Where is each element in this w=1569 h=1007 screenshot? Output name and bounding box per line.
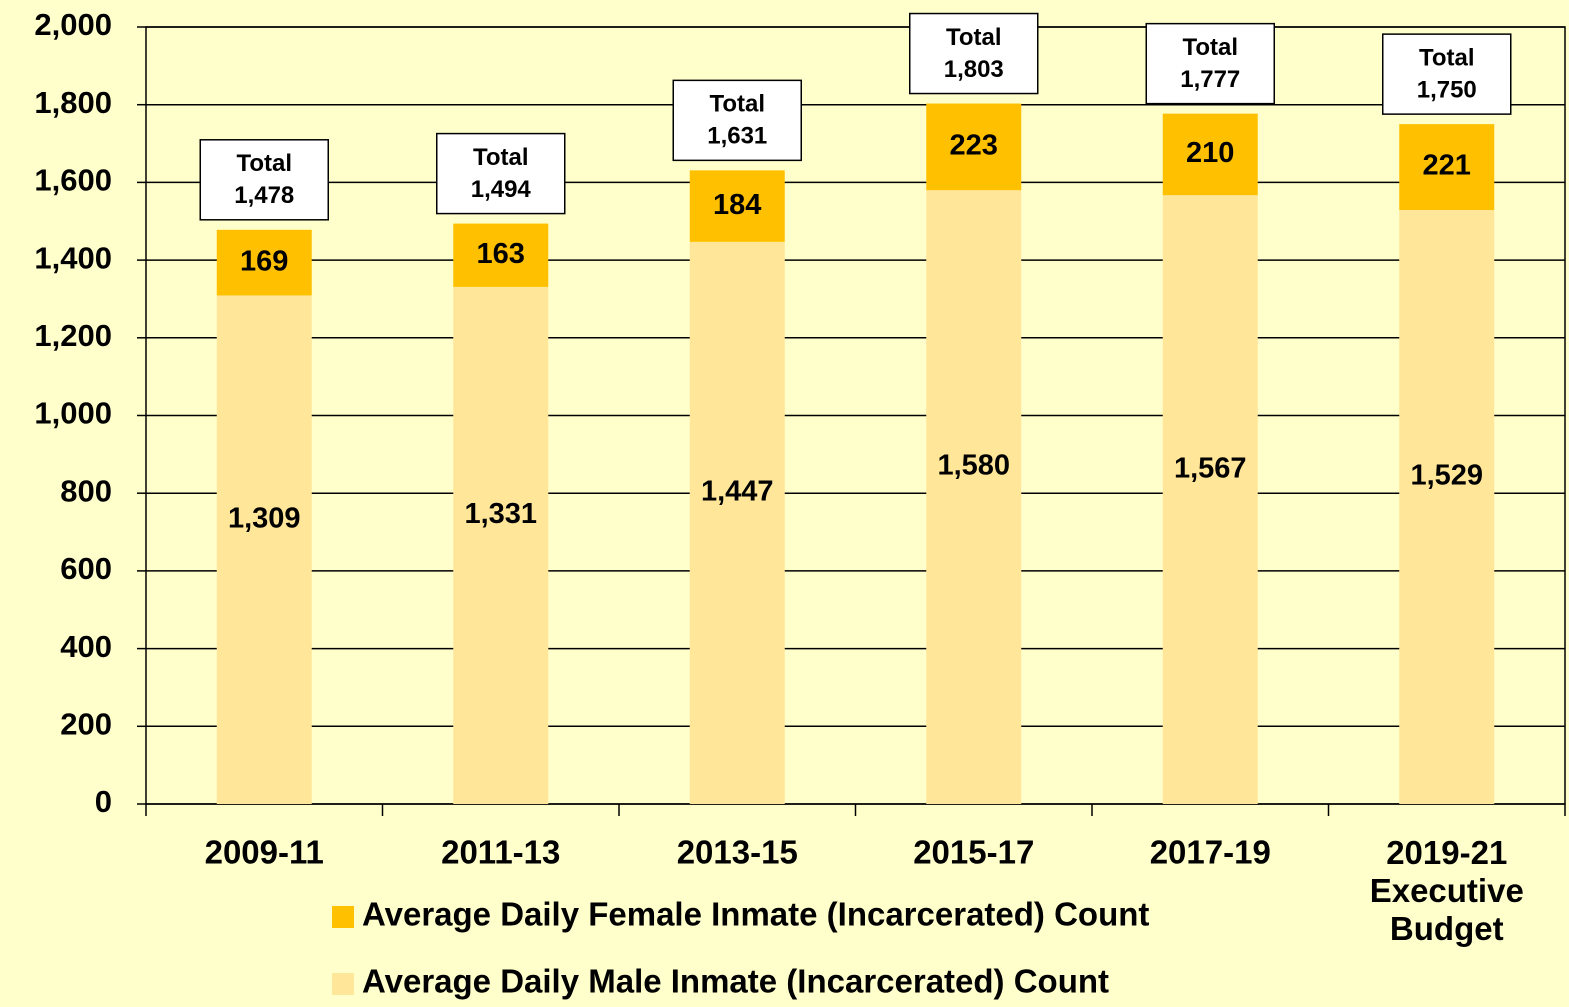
bar-segment [926,190,1022,805]
bar-segment [689,241,785,804]
y-tick-label: 600 [60,551,112,586]
x-tick-label: 2015-17 [913,834,1034,871]
total-value: 1,494 [471,176,532,203]
total-box [1382,33,1512,115]
bar-segment [1162,113,1258,196]
x-tick-label: 2019-21 Executive Budget [1370,834,1524,947]
data-label: 184 [713,189,761,221]
total-box [199,139,329,221]
data-label: 223 [950,130,998,162]
y-tick-label: 1,000 [34,396,112,431]
x-tick-label: 2009-11 [205,834,324,871]
x-tick-label: 2011-13 [441,834,560,871]
bar-segment [926,103,1022,191]
bar-segment [1162,195,1258,804]
bar-segment [216,229,312,296]
data-label: 1,567 [1174,452,1247,484]
bar-segment [453,286,549,804]
x-tick-label: 2017-19 [1150,834,1271,871]
legend-label: Average Daily Female Inmate (Incarcerate… [362,896,1149,933]
total-box [672,79,802,162]
y-tick-label: 1,200 [34,318,112,353]
total-box [909,12,1039,95]
total-value: 1,750 [1417,76,1477,103]
total-box [1145,22,1275,105]
total-box [436,132,566,215]
y-tick-label: 1,800 [34,85,112,120]
legend-swatch [332,973,354,995]
data-label: 1,580 [937,450,1010,482]
y-tick-label: 1,600 [34,163,112,198]
y-tick-label: 0 [95,784,112,819]
data-label: 1,529 [1410,460,1483,492]
total-value: 1,478 [234,182,294,209]
y-tick-label: 1,400 [34,240,112,275]
bar-segment [1399,124,1495,210]
bar-segment [216,295,312,804]
total-title: Total [1182,34,1238,61]
bar-segment [453,223,549,287]
y-tick-label: 2,000 [34,7,112,42]
y-tick-label: 800 [60,473,112,508]
total-title: Total [1419,44,1475,71]
data-label: 1,331 [464,498,537,530]
bar-segment [689,170,785,242]
data-label: 1,309 [228,502,301,534]
data-label: 210 [1186,137,1234,169]
total-title: Total [236,150,292,177]
total-value: 1,803 [944,56,1004,83]
total-title: Total [473,144,529,171]
legend-label: Average Daily Male Inmate (Incarcerated)… [362,963,1109,1000]
data-label: 221 [1423,150,1471,182]
x-tick-label: 2013-15 [677,834,798,871]
bar-segment [1399,209,1495,804]
y-tick-label: 200 [60,706,112,741]
data-label: 169 [240,245,288,277]
total-title: Total [946,24,1002,51]
total-value: 1,631 [707,123,767,150]
total-value: 1,777 [1180,66,1240,93]
data-label: 1,447 [701,476,774,508]
y-tick-label: 400 [60,629,112,664]
data-label: 163 [477,238,525,270]
total-title: Total [709,91,765,118]
legend-swatch [332,906,354,928]
